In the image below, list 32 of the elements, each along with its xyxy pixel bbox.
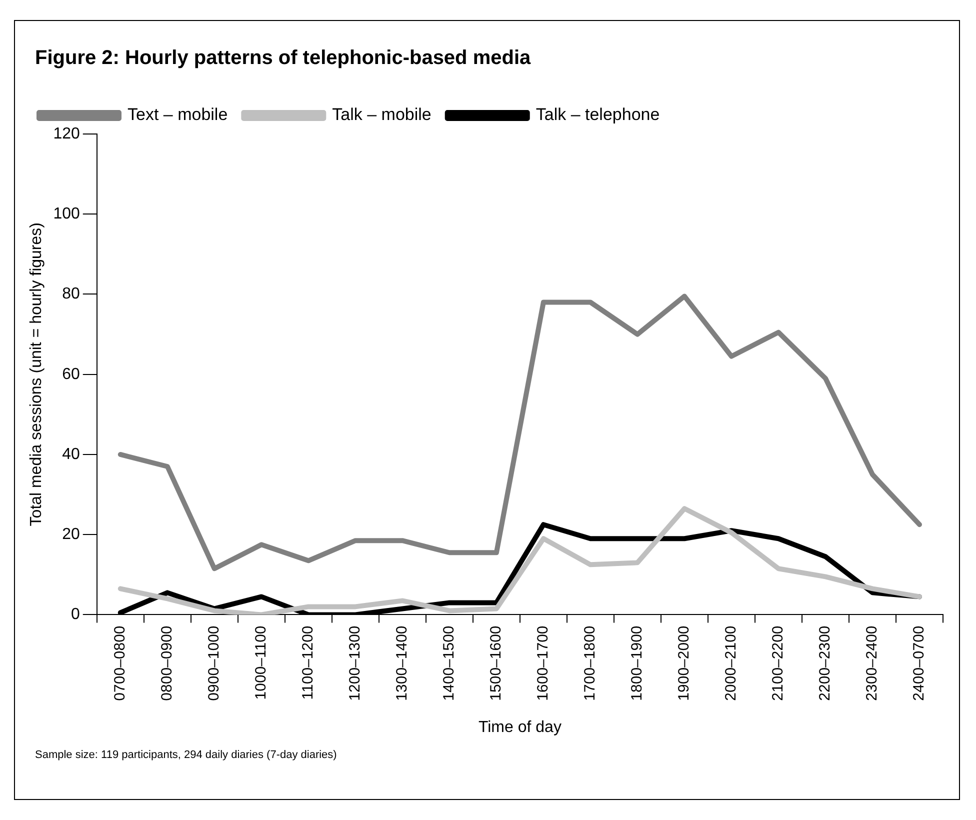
legend-label: Talk – telephone [536,105,660,124]
x-tick-label: 0900–1000 [206,626,223,701]
y-axis-title: Total media sessions (unit = hourly figures) [28,222,46,526]
x-tick-label: 1900–2000 [676,626,693,701]
x-tick-label: 2100–2200 [770,626,787,701]
x-axis-title: Time of day [478,718,562,736]
x-tick-label: 2300–2400 [864,626,881,701]
x-tick-label: 0700–0800 [112,626,129,701]
x-tick-label: 1300–1400 [394,626,411,701]
y-tick-label: 20 [62,526,80,544]
x-tick-label: 1100–1200 [300,626,317,700]
y-tick-label: 120 [53,125,80,142]
x-tick-label: 1400–1500 [440,626,458,701]
y-tick-label: 40 [62,446,80,463]
y-tick-label: 0 [70,606,80,624]
x-tick-label: 1800–1900 [628,626,646,701]
x-tick-label: 1500–1600 [488,626,505,701]
x-tick-label: 1200–1300 [346,626,364,701]
x-tick-label: 2000–2100 [722,626,740,701]
x-tick-label: 2400–0700 [910,626,928,701]
x-tick-label: 1000–1100 [252,626,270,700]
x-tick-label: 0800–0900 [158,626,176,701]
x-tick-label: 2200–2300 [816,626,834,701]
y-tick-label: 100 [53,206,80,223]
legend-label: Talk – mobile [332,105,432,124]
legend-label: Text – mobile [128,105,228,124]
text: Sample size: 119 participants, 294 daily diaries (7-day diaries) [35,749,337,761]
x-tick-label: 1700–1800 [582,626,599,701]
y-tick-label: 80 [62,286,80,303]
chart-title: Figure 2: Hourly patterns of telephonic-based media [35,47,531,70]
y-tick-label: 60 [62,366,80,383]
x-tick-label: 1600–1700 [534,626,552,701]
